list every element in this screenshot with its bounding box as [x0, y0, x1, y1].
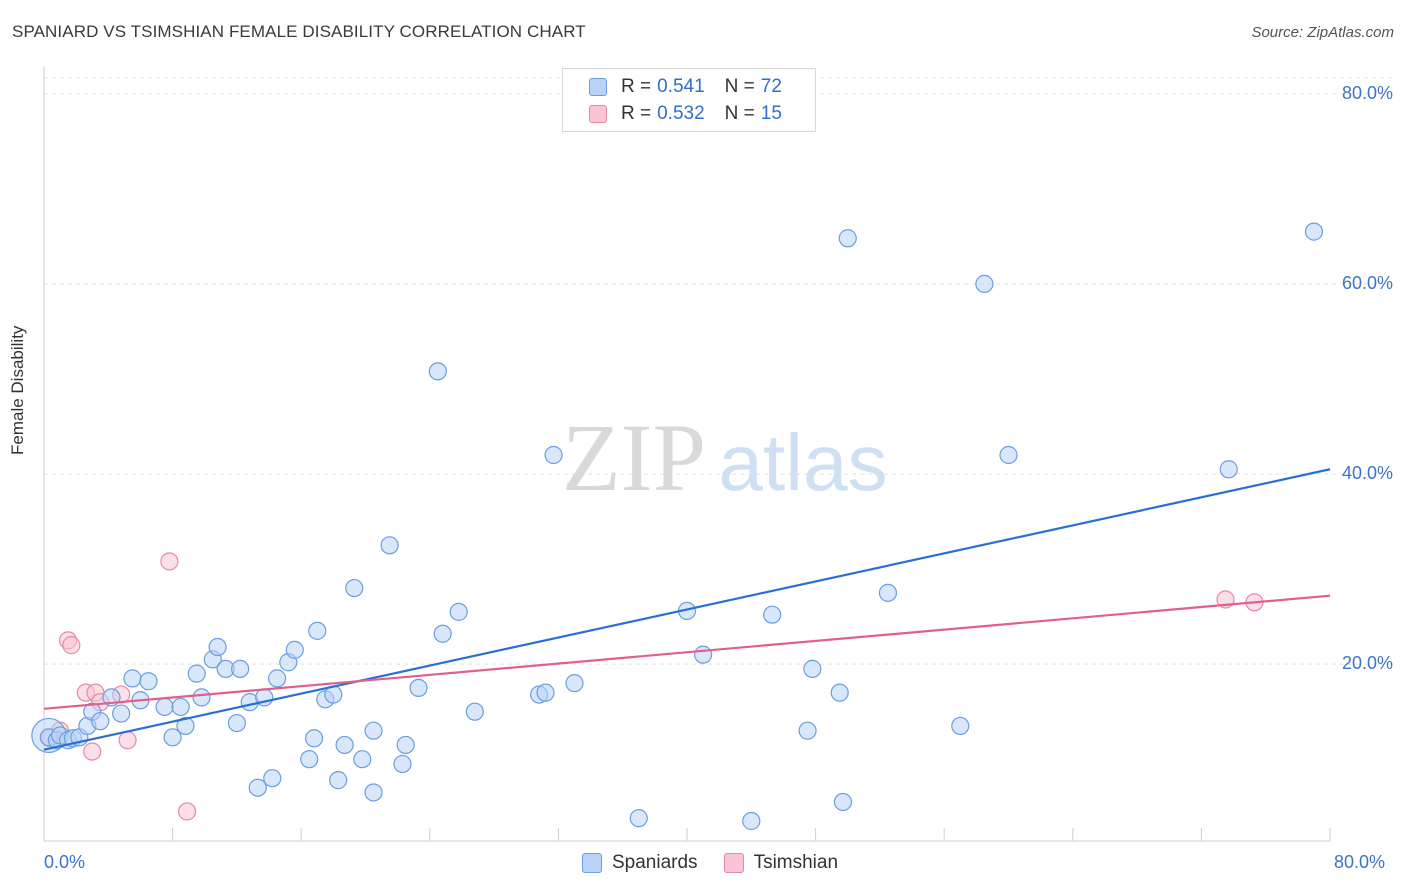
- data-point-blue: [304, 729, 324, 748]
- data-point-blue: [171, 697, 190, 717]
- data-point-pink: [83, 742, 102, 761]
- data-point-blue: [742, 811, 761, 831]
- legend-n-value: 15: [760, 103, 782, 124]
- data-point-blue: [878, 583, 898, 602]
- data-points: [31, 222, 1324, 831]
- data-point-blue: [803, 659, 822, 678]
- data-point-blue: [951, 716, 970, 736]
- chart-title: SPANIARD VS TSIMSHIAN FEMALE DISABILITY …: [12, 22, 586, 41]
- data-point-blue: [465, 702, 484, 721]
- data-point-blue: [353, 750, 372, 769]
- legend-n-value: 72: [760, 76, 782, 97]
- data-point-blue: [263, 769, 282, 788]
- data-point-blue: [300, 750, 319, 769]
- axes: [43, 66, 1331, 842]
- data-point-blue: [449, 602, 468, 621]
- data-point-blue: [830, 683, 849, 702]
- x-tick-max: 80.0%: [1334, 852, 1386, 872]
- legend-r-value: 0.532: [657, 103, 705, 124]
- data-point-blue: [409, 678, 428, 698]
- series-legend: Spaniards Tsimshian: [582, 852, 864, 874]
- data-point-blue: [267, 669, 287, 688]
- legend-swatch-pink: [589, 105, 607, 123]
- data-point-blue: [975, 274, 994, 293]
- data-point-blue: [192, 688, 211, 707]
- data-point-blue: [176, 716, 195, 736]
- data-point-blue: [139, 672, 158, 691]
- data-point-blue: [345, 578, 364, 598]
- data-point-pink: [177, 802, 197, 821]
- data-point-blue: [999, 445, 1018, 465]
- data-point-pink: [62, 636, 81, 655]
- data-point-blue: [565, 674, 584, 693]
- series-swatch-pink: [723, 853, 744, 873]
- legend-r-label: R =: [621, 76, 652, 97]
- data-point-blue: [536, 683, 555, 702]
- legend-n-label: N =: [724, 103, 755, 124]
- data-point-blue: [1219, 460, 1238, 479]
- data-point-blue: [629, 809, 648, 828]
- data-point-blue: [112, 704, 131, 723]
- grid-lines: [44, 77, 1392, 665]
- data-point-blue: [308, 621, 327, 640]
- series-legend-spaniards[interactable]: Spaniards: [582, 852, 698, 874]
- legend-r-label: R =: [621, 103, 652, 124]
- y-tick-label: 80.0%: [1341, 82, 1393, 103]
- data-point-blue: [163, 728, 182, 747]
- data-point-blue: [428, 362, 447, 381]
- trend-lines: [43, 468, 1331, 751]
- y-tick-label: 20.0%: [1341, 653, 1393, 674]
- data-point-blue: [393, 754, 412, 774]
- trend-line-blue: [43, 468, 1331, 751]
- legend-n-label: N =: [724, 76, 755, 97]
- x-tick-min: 0.0%: [44, 852, 86, 872]
- data-point-blue: [155, 697, 174, 717]
- series-name: Tsimshian: [753, 852, 839, 873]
- source-label: Source: ZipAtlas.com: [1251, 24, 1394, 41]
- data-point-blue: [208, 637, 227, 657]
- legend-row-tsimshian: R = 0.532 N = 15: [589, 102, 782, 126]
- legend: R = 0.541 N = 72 R = 0.532 N = 15: [562, 68, 816, 132]
- data-point-blue: [227, 713, 246, 733]
- data-point-blue: [187, 664, 206, 683]
- data-point-pink: [118, 731, 137, 750]
- legend-row-spaniards: R = 0.541 N = 72: [589, 75, 782, 99]
- data-point-blue: [364, 721, 383, 740]
- data-point-blue: [833, 792, 853, 812]
- data-point-pink: [160, 552, 179, 571]
- series-legend-tsimshian[interactable]: Tsimshian: [723, 852, 839, 874]
- data-point-blue: [364, 783, 383, 802]
- y-axis-label: Female Disability: [8, 325, 27, 455]
- data-point-blue: [335, 735, 354, 755]
- data-point-blue: [91, 712, 110, 731]
- data-point-blue: [1304, 222, 1324, 241]
- y-tick-label: 40.0%: [1341, 463, 1393, 483]
- data-point-blue: [329, 771, 348, 790]
- watermark-zip: ZIP: [562, 404, 706, 511]
- watermark-atlas: atlas: [719, 418, 888, 507]
- data-point-blue: [380, 536, 399, 555]
- data-point-blue: [433, 624, 452, 643]
- data-point-blue: [231, 659, 250, 678]
- series-swatch-blue: [582, 853, 602, 873]
- data-point-blue: [248, 778, 267, 797]
- data-point-blue: [763, 605, 782, 624]
- data-point-blue: [123, 669, 142, 688]
- data-point-blue: [285, 640, 304, 659]
- series-name: Spaniards: [612, 852, 698, 873]
- data-point-blue: [396, 735, 415, 755]
- data-point-blue: [838, 229, 857, 248]
- data-point-blue: [693, 645, 713, 664]
- data-point-blue: [544, 445, 563, 465]
- legend-swatch-blue: [589, 78, 607, 96]
- trend-line-pink: [43, 594, 1331, 710]
- legend-r-value: 0.541: [657, 76, 705, 97]
- data-point-blue: [798, 721, 817, 740]
- y-tick-label: 60.0%: [1341, 272, 1393, 293]
